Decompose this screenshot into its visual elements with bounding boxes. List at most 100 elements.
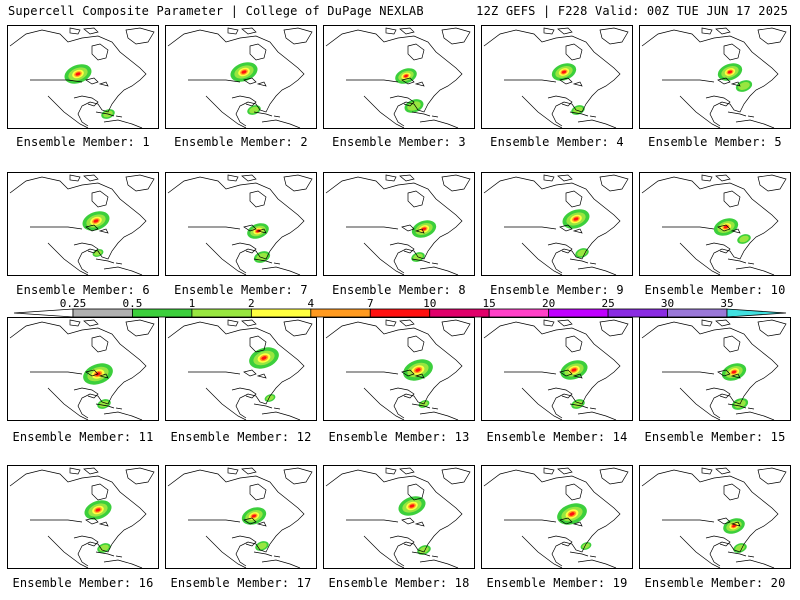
coastline: [249, 190, 267, 208]
coastline: [599, 27, 629, 45]
coastline: [569, 111, 597, 118]
parameter-contour: [251, 514, 257, 518]
coastline: [261, 266, 301, 275]
member-caption: Ensemble Member: 6: [16, 283, 150, 297]
coastline: [521, 242, 563, 275]
ensemble-map-panel: [481, 172, 633, 276]
coastline: [483, 469, 621, 567]
coastline: [103, 119, 143, 128]
coastline: [389, 535, 415, 547]
member-caption: Ensemble Member: 3: [332, 135, 466, 149]
coastline: [679, 535, 721, 568]
coastline: [325, 176, 463, 274]
colorbar-tick-label: 35: [720, 297, 734, 310]
coastline: [73, 387, 99, 399]
coastline: [662, 226, 715, 230]
coastline: [727, 258, 755, 265]
coastline: [125, 27, 155, 45]
north-america-map: [167, 174, 313, 275]
coastline: [231, 387, 257, 399]
ensemble-map-panel: [639, 25, 791, 129]
colorbar-tick-label: 0.5: [122, 297, 143, 310]
coastline: [167, 29, 305, 127]
colorbar-segment: [607, 308, 668, 318]
coastline: [30, 519, 83, 523]
coastline: [504, 371, 557, 375]
coastline: [69, 27, 99, 35]
colorbar-segment: [132, 308, 193, 318]
coastline: [253, 551, 281, 558]
coastline: [283, 174, 313, 192]
coastline: [419, 119, 459, 128]
ensemble-map-panel: [639, 465, 791, 569]
north-america-map: [641, 27, 787, 128]
coastline: [543, 174, 573, 182]
coastline: [85, 224, 109, 234]
coastline: [47, 242, 89, 275]
coastline: [231, 95, 257, 107]
coastline: [641, 29, 779, 127]
ensemble-map-panel: [481, 317, 633, 421]
coastline: [231, 242, 257, 254]
coastline: [407, 190, 425, 208]
parameter-contour: [732, 524, 736, 528]
coastline: [565, 335, 583, 353]
coastline: [401, 77, 425, 87]
north-america-map: [325, 27, 471, 128]
coastline: [483, 321, 621, 419]
colorbar-segment: [250, 308, 312, 318]
ensemble-map-panel: [165, 172, 317, 276]
member-caption: Ensemble Member: 2: [174, 135, 308, 149]
colorbar-arrow-high: [726, 308, 787, 318]
coastline: [504, 226, 557, 230]
coastline: [662, 371, 715, 375]
coastline: [283, 467, 313, 485]
ensemble-map-panel: [7, 25, 159, 129]
parameter-contour: [571, 368, 577, 372]
north-america-map: [641, 174, 787, 275]
coastline: [253, 111, 281, 118]
north-america-map: [167, 319, 313, 420]
coastline: [727, 403, 755, 410]
coastline: [569, 551, 597, 558]
coastline: [723, 43, 741, 61]
coastline: [565, 190, 583, 208]
coastline: [167, 176, 305, 274]
ensemble-map-panel: [481, 25, 633, 129]
parameter-contour: [249, 106, 259, 114]
parameter-contour: [739, 235, 749, 243]
coastline: [441, 27, 471, 45]
coastline: [9, 469, 147, 567]
member-caption: Ensemble Member: 20: [644, 576, 786, 590]
colorbar-segment: [488, 308, 550, 318]
colorbar-tick-label: 15: [482, 297, 496, 310]
parameter-contour: [404, 74, 408, 78]
coastline: [543, 467, 573, 475]
coastline: [547, 535, 573, 547]
coastline: [9, 176, 147, 274]
coastline: [679, 387, 721, 420]
coastline: [227, 27, 257, 35]
north-america-map: [167, 467, 313, 568]
colorbar-segment: [191, 308, 252, 318]
coastline: [325, 321, 463, 419]
coastline: [641, 321, 779, 419]
coastline: [705, 242, 731, 254]
north-america-map: [9, 319, 155, 420]
member-caption: Ensemble Member: 11: [12, 430, 154, 444]
parameter-contour: [569, 512, 575, 516]
color-scale-bar: [13, 308, 787, 318]
coastline: [227, 174, 257, 182]
coastline: [261, 411, 301, 420]
coastline: [577, 559, 617, 568]
coastline: [547, 95, 573, 107]
coastline: [419, 559, 459, 568]
coastline: [243, 77, 267, 87]
member-caption: Ensemble Member: 16: [12, 576, 154, 590]
ensemble-map-panel: [323, 25, 475, 129]
north-america-map: [325, 319, 471, 420]
ensemble-map-panel: [165, 317, 317, 421]
coastline: [69, 319, 99, 327]
coastline: [346, 519, 399, 523]
colorbar-tick-label: 30: [660, 297, 675, 310]
